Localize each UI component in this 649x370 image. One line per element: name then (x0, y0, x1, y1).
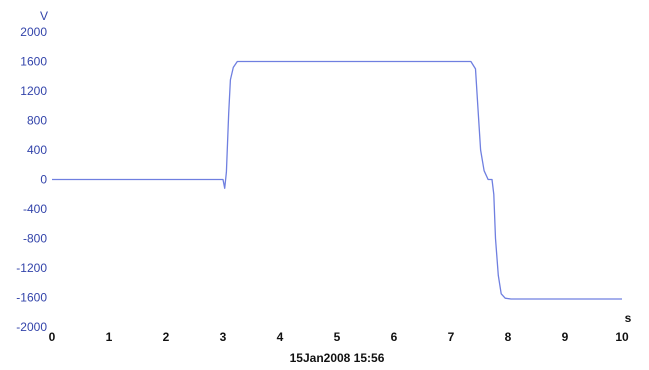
series-line (52, 60, 622, 300)
x-axis-unit: s (625, 311, 632, 325)
x-tick-label: 1 (106, 330, 113, 344)
x-tick-label: 0 (49, 330, 56, 344)
y-tick-label: 800 (27, 114, 47, 128)
x-tick-label: 9 (562, 330, 569, 344)
y-tick-label: 2000 (20, 25, 47, 39)
plot-area (52, 60, 622, 300)
x-tick-label: 2 (163, 330, 170, 344)
y-tick-label: -1600 (16, 291, 47, 305)
x-tick-label: 8 (505, 330, 512, 344)
x-tick-label: 7 (448, 330, 455, 344)
x-axis-ticks: 0 1 2 3 4 5 6 7 8 9 10 (49, 330, 629, 344)
y-tick-label: -2000 (16, 320, 47, 334)
x-tick-label: 3 (220, 330, 227, 344)
y-tick-label: 1600 (20, 55, 47, 69)
y-axis-unit: V (40, 9, 48, 23)
y-tick-label: 400 (27, 143, 47, 157)
y-tick-label: -800 (23, 232, 47, 246)
x-tick-label: 5 (334, 330, 341, 344)
y-tick-label: 1200 (20, 84, 47, 98)
x-tick-label: 6 (391, 330, 398, 344)
y-axis-ticks: 2000 1600 1200 800 400 0 -400 -800 -1200 -1600 -20… (16, 25, 47, 334)
y-tick-label: -400 (23, 202, 47, 216)
timestamp-label: 15Jan2008 15:56 (290, 351, 385, 365)
y-tick-label: 0 (40, 173, 47, 187)
y-tick-label: -1200 (16, 261, 47, 275)
x-tick-label: 10 (615, 330, 629, 344)
x-tick-label: 4 (277, 330, 284, 344)
